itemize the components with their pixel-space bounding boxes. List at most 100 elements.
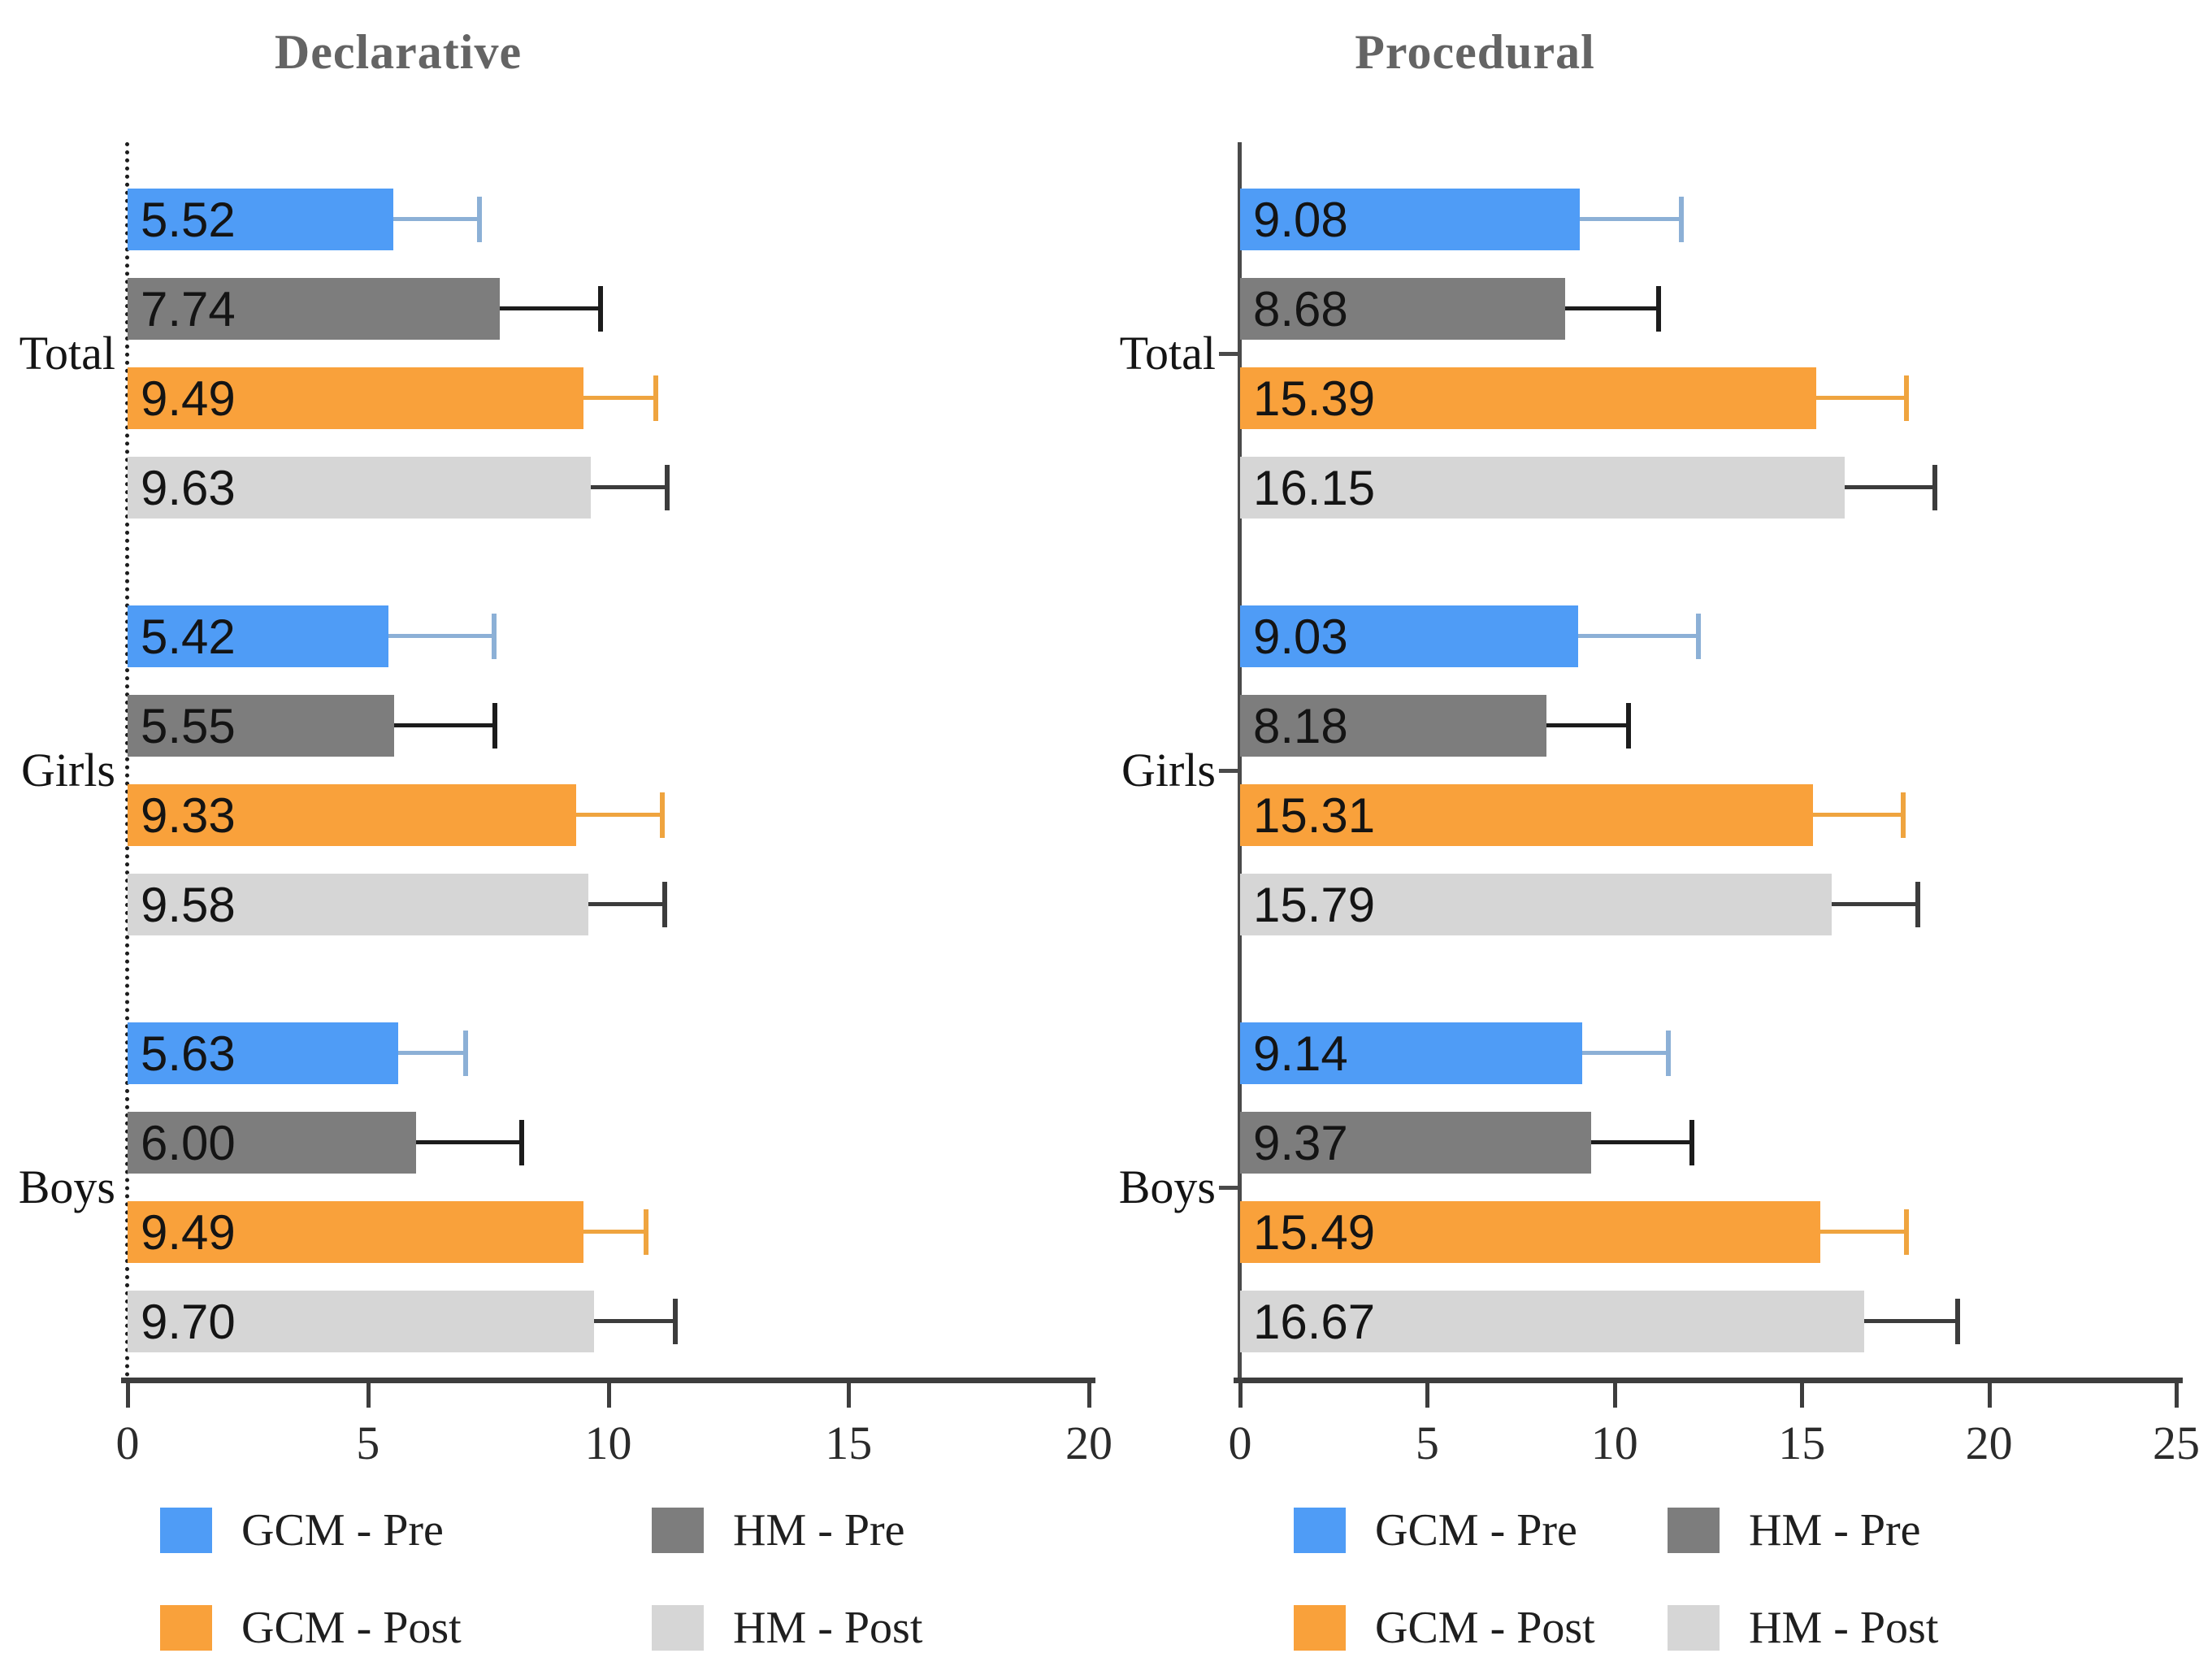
bar-gcm-post-total-procedural (1240, 367, 1817, 429)
error-cap-hm-pre-girls-procedural (1626, 703, 1632, 749)
error-bar-hm-post-girls-declarative (588, 902, 666, 906)
error-cap-gcm-pre-boys-declarative (462, 1031, 468, 1076)
value-label-hm-post-total-procedural: 16.15 (1253, 461, 1376, 515)
x-tick-label-declarative-15: 15 (825, 1417, 873, 1469)
error-bar-gcm-post-boys-procedural (1819, 1230, 1906, 1234)
x-tick-procedural-15 (1800, 1383, 1805, 1408)
error-cap-gcm-pre-total-procedural (1678, 197, 1684, 242)
error-cap-gcm-post-boys-declarative (644, 1209, 649, 1255)
bar-hm-pre-girls-declarative (128, 695, 395, 757)
legend-swatch-gcm-pre-declarative (160, 1508, 212, 1553)
value-label-gcm-pre-girls-procedural: 9.03 (1253, 610, 1348, 664)
error-cap-hm-post-boys-declarative (673, 1299, 679, 1344)
bar-gcm-pre-boys-declarative (128, 1022, 398, 1084)
group-label-girls-procedural: Girls (1121, 744, 1216, 796)
x-tick-declarative-15 (847, 1383, 852, 1408)
bar-gcm-post-total-declarative (128, 367, 584, 429)
error-bar-gcm-pre-total-procedural (1580, 217, 1681, 221)
error-bar-hm-post-boys-declarative (593, 1319, 676, 1323)
value-label-hm-post-girls-declarative: 9.58 (141, 878, 236, 932)
bar-hm-post-girls-declarative (128, 874, 588, 935)
bar-hm-pre-total-procedural (1240, 278, 1565, 340)
x-tick-declarative-0 (126, 1383, 130, 1408)
value-label-gcm-pre-boys-procedural: 9.14 (1253, 1026, 1348, 1081)
group-label-girls-declarative: Girls (21, 744, 115, 796)
value-label-hm-pre-girls-procedural: 8.18 (1253, 699, 1348, 753)
error-cap-gcm-post-girls-declarative (660, 792, 666, 838)
x-tick-label-procedural-15: 15 (1778, 1417, 1826, 1469)
group-label-total-procedural: Total (1119, 327, 1216, 380)
bar-hm-post-total-declarative (128, 457, 591, 519)
bar-gcm-post-boys-procedural (1240, 1201, 1820, 1263)
y-axis-declarative (125, 142, 129, 1378)
value-label-hm-post-boys-procedural: 16.67 (1253, 1295, 1376, 1349)
error-bar-hm-pre-boys-procedural (1590, 1140, 1693, 1144)
error-cap-gcm-post-total-declarative (653, 375, 659, 421)
bar-gcm-pre-total-procedural (1240, 189, 1581, 250)
legend-label-hm-pre-procedural: HM - Pre (1749, 1505, 1921, 1556)
group-tick-total-procedural (1219, 352, 1238, 356)
error-bar-hm-pre-boys-declarative (415, 1140, 523, 1144)
error-cap-hm-post-total-declarative (665, 465, 670, 510)
error-bar-gcm-pre-boys-procedural (1582, 1051, 1669, 1055)
x-tick-procedural-5 (1425, 1383, 1430, 1408)
error-bar-hm-post-girls-procedural (1831, 902, 1918, 906)
bar-gcm-pre-boys-procedural (1240, 1022, 1583, 1084)
value-label-gcm-post-girls-procedural: 15.31 (1253, 788, 1376, 843)
bar-gcm-post-boys-declarative (128, 1201, 584, 1263)
value-label-gcm-pre-boys-declarative: 5.63 (141, 1026, 236, 1081)
x-tick-label-declarative-20: 20 (1065, 1417, 1113, 1469)
group-label-total-declarative: Total (19, 327, 115, 380)
legend-label-hm-post-procedural: HM - Post (1749, 1603, 1939, 1653)
bar-hm-post-girls-procedural (1240, 874, 1832, 935)
error-cap-hm-post-girls-procedural (1915, 882, 1920, 927)
legend-swatch-hm-pre-declarative (652, 1508, 704, 1553)
error-bar-hm-pre-girls-procedural (1546, 723, 1629, 727)
error-cap-gcm-post-girls-procedural (1901, 792, 1906, 838)
value-label-gcm-post-girls-declarative: 9.33 (141, 788, 236, 843)
value-label-hm-pre-total-declarative: 7.74 (141, 282, 236, 336)
legend-swatch-gcm-pre-procedural (1294, 1508, 1346, 1553)
x-tick-label-procedural-10: 10 (1590, 1417, 1638, 1469)
error-cap-hm-post-girls-declarative (662, 882, 668, 927)
value-label-hm-post-boys-declarative: 9.70 (141, 1295, 236, 1349)
legend-label-gcm-post-procedural: GCM - Post (1375, 1603, 1595, 1653)
group-label-boys-procedural: Boys (1118, 1161, 1216, 1213)
error-bar-hm-pre-total-procedural (1564, 306, 1659, 310)
error-cap-hm-post-boys-procedural (1955, 1299, 1961, 1344)
bar-hm-pre-boys-procedural (1240, 1112, 1591, 1174)
error-bar-gcm-post-total-procedural (1816, 396, 1906, 400)
x-axis-procedural (1234, 1378, 2183, 1383)
error-bar-gcm-post-girls-procedural (1813, 813, 1904, 817)
x-tick-procedural-10 (1612, 1383, 1617, 1408)
legend-label-gcm-pre-declarative: GCM - Pre (241, 1505, 444, 1556)
bar-hm-pre-boys-declarative (128, 1112, 416, 1174)
x-tick-label-declarative-0: 0 (115, 1417, 140, 1469)
error-cap-gcm-post-total-procedural (1903, 375, 1909, 421)
error-bar-gcm-post-girls-declarative (575, 813, 663, 817)
value-label-hm-pre-total-procedural: 8.68 (1253, 282, 1348, 336)
x-tick-label-procedural-20: 20 (1965, 1417, 2013, 1469)
bar-gcm-pre-total-declarative (128, 189, 393, 250)
error-cap-gcm-pre-total-declarative (476, 197, 482, 242)
value-label-hm-pre-boys-procedural: 9.37 (1253, 1116, 1348, 1170)
legend-label-hm-post-declarative: HM - Post (733, 1603, 923, 1653)
error-bar-gcm-post-boys-declarative (583, 1230, 647, 1234)
x-tick-declarative-10 (606, 1383, 611, 1408)
x-tick-label-procedural-0: 0 (1228, 1417, 1252, 1469)
legend-swatch-hm-post-declarative (652, 1605, 704, 1651)
x-tick-declarative-20 (1087, 1383, 1091, 1408)
x-tick-procedural-0 (1238, 1383, 1243, 1408)
x-tick-label-declarative-10: 10 (584, 1417, 632, 1469)
error-bar-gcm-pre-boys-declarative (398, 1051, 466, 1055)
error-cap-gcm-pre-girls-declarative (491, 614, 497, 659)
legend-swatch-gcm-post-procedural (1294, 1605, 1346, 1651)
error-bar-hm-post-total-procedural (1845, 485, 1935, 489)
value-label-gcm-pre-total-procedural: 9.08 (1253, 193, 1348, 247)
value-label-hm-post-total-declarative: 9.63 (141, 461, 236, 515)
bar-hm-pre-girls-procedural (1240, 695, 1546, 757)
bar-hm-post-boys-declarative (128, 1291, 594, 1352)
error-cap-hm-pre-boys-procedural (1689, 1120, 1695, 1165)
legend-swatch-hm-post-procedural (1668, 1605, 1720, 1651)
bar-hm-post-total-procedural (1240, 457, 1846, 519)
